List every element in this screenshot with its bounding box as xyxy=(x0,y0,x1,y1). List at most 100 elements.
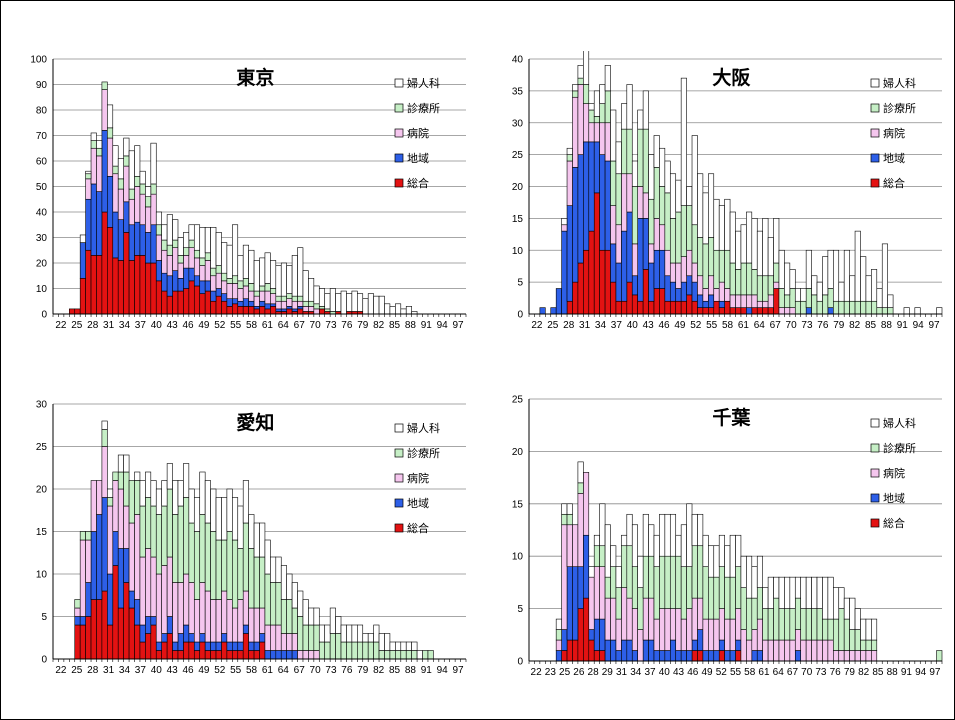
bar-gynecology xyxy=(669,513,677,557)
bar-gynecology xyxy=(854,608,861,630)
bar-regional xyxy=(621,230,628,302)
x-tick-label: 40 xyxy=(151,320,163,331)
bar-regional xyxy=(291,650,298,660)
bar-general xyxy=(767,307,774,315)
x-tick-label: 37 xyxy=(611,320,623,331)
bar-general xyxy=(112,565,119,660)
bar-hospital xyxy=(183,573,190,626)
bar-regional xyxy=(188,633,195,643)
bar-hospital xyxy=(577,493,584,567)
bar-hospital xyxy=(664,249,671,277)
bar-regional xyxy=(172,270,179,292)
bar-regional xyxy=(145,616,152,634)
bar-gynecology xyxy=(183,463,190,498)
bar-regional xyxy=(686,650,693,662)
bar-gynecology xyxy=(729,534,736,578)
bar-gynecology xyxy=(384,633,391,651)
bar-gynecology xyxy=(773,576,780,599)
bar-gynecology xyxy=(275,556,282,583)
y-tick-label: 35 xyxy=(512,86,524,97)
bar-hospital xyxy=(631,608,638,651)
bar-clinic xyxy=(101,81,108,90)
bar-clinic xyxy=(351,641,358,660)
bar-gynecology xyxy=(280,262,287,297)
bar-gynecology xyxy=(784,576,791,609)
bar-hospital xyxy=(193,599,201,643)
x-tick-label: 67 xyxy=(787,667,799,678)
bar-clinic xyxy=(827,288,834,308)
bar-regional xyxy=(166,616,173,634)
bar-clinic xyxy=(308,300,315,307)
bar-clinic xyxy=(204,522,211,592)
bar-gynecology xyxy=(881,243,888,308)
bar-clinic xyxy=(659,186,666,226)
legend-label-general: 総合 xyxy=(407,176,429,190)
bar-gynecology xyxy=(686,503,693,567)
bar-general xyxy=(96,599,103,660)
bar-regional xyxy=(286,306,293,310)
bar-regional xyxy=(280,650,287,660)
bar-gynecology xyxy=(811,576,818,609)
x-tick-label: 28 xyxy=(563,320,575,331)
bar-regional xyxy=(161,272,168,292)
bar-clinic xyxy=(215,265,222,274)
chart-panel-chiba: 0 5 10 15 20 25 22 23 25 26 28 29 31 34 37 40 43 46 49 52 55… xyxy=(485,391,947,683)
bar-regional xyxy=(708,294,715,308)
bar-regional xyxy=(691,639,698,651)
bar-gynecology xyxy=(145,186,152,197)
bar-regional xyxy=(259,633,266,643)
bar-regional xyxy=(232,641,239,651)
bar-clinic xyxy=(275,582,282,626)
bar-gynecology xyxy=(308,278,315,302)
bar-gynecology xyxy=(740,224,747,264)
bar-general xyxy=(155,280,162,315)
bar-clinic xyxy=(702,566,709,620)
bar-gynecology xyxy=(860,618,867,641)
bar-general xyxy=(740,307,747,315)
bar-clinic xyxy=(378,650,385,660)
bar-gynecology xyxy=(155,488,162,515)
bar-regional xyxy=(123,548,130,583)
bar-regional xyxy=(107,573,114,626)
bar-general xyxy=(221,300,228,315)
x-tick-label: 88 xyxy=(881,320,893,331)
bar-hospital xyxy=(74,607,81,617)
y-tick-label: 5 xyxy=(517,278,523,289)
y-tick-label: 80 xyxy=(36,106,48,117)
bar-hospital xyxy=(161,565,168,634)
bar-gynecology xyxy=(702,534,709,567)
bar-regional xyxy=(724,650,731,662)
bar-hospital xyxy=(166,255,173,277)
bar-clinic xyxy=(166,488,173,558)
bar-clinic xyxy=(800,608,807,641)
bar-general xyxy=(193,650,201,660)
legend-label-hospital: 病院 xyxy=(407,471,429,485)
x-tick-label: 70 xyxy=(310,320,322,331)
bar-hospital xyxy=(297,300,304,307)
legend-swatch-regional xyxy=(870,493,880,503)
bar-gynecology xyxy=(270,260,277,289)
bar-clinic xyxy=(291,607,298,634)
bar-clinic xyxy=(177,255,184,264)
bar-hospital xyxy=(280,300,287,310)
bar-general xyxy=(237,306,244,315)
bar-general xyxy=(112,257,119,315)
bar-clinic xyxy=(822,294,829,315)
bar-gynecology xyxy=(675,179,682,213)
bar-gynecology xyxy=(384,303,391,315)
legend-label-clinic: 診療所 xyxy=(407,101,440,115)
bar-hospital xyxy=(90,480,97,532)
x-tick-label: 94 xyxy=(913,320,925,331)
bar-hospital xyxy=(778,639,785,662)
x-tick-label: 70 xyxy=(801,667,813,678)
x-tick-label: 58 xyxy=(744,667,756,678)
bar-regional xyxy=(286,650,293,660)
bar-hospital xyxy=(155,573,162,643)
bar-regional xyxy=(145,232,152,264)
bar-clinic xyxy=(789,608,796,641)
bar-hospital xyxy=(746,639,753,662)
bar-regional xyxy=(242,624,249,634)
bar-gynecology xyxy=(838,587,845,609)
